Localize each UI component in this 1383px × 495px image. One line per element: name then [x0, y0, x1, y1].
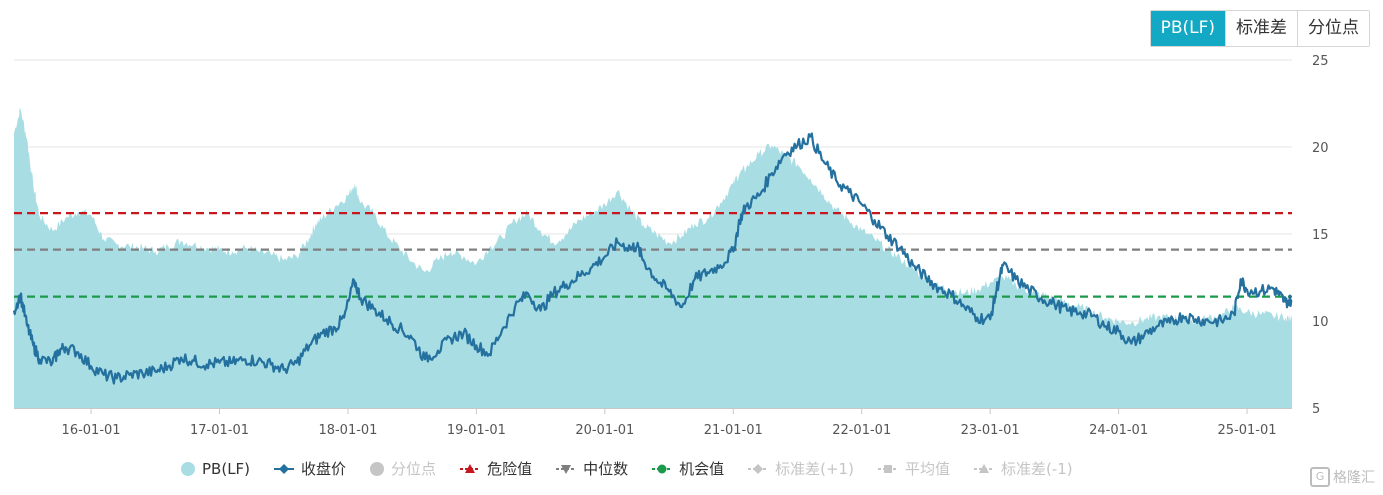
- triangle-line-icon: [460, 463, 481, 473]
- legend-item-std-minus-1[interactable]: 标准差(-1): [973, 458, 1073, 479]
- y-tick-label: 25: [1312, 54, 1329, 69]
- legend-label: 收盘价: [301, 460, 347, 478]
- triangle-down-line-icon: [556, 464, 577, 474]
- legend-item-std-plus-1[interactable]: 标准差(+1): [747, 458, 854, 479]
- y-tick-label: 15: [1312, 228, 1329, 243]
- legend-label: 机会值: [679, 460, 725, 478]
- circle-line-icon: [652, 464, 673, 473]
- diamond-line-icon: [274, 463, 295, 474]
- x-tick-label: 18-01-01: [318, 423, 377, 438]
- legend-label: 危险值: [487, 460, 533, 478]
- tab-std-dev[interactable]: 标准差: [1225, 11, 1297, 46]
- x-tick-label: 22-01-01: [832, 423, 891, 438]
- watermark: G 格隆汇: [1310, 467, 1375, 487]
- legend-item-pb[interactable]: PB(LF): [180, 460, 250, 478]
- tab-pb-lf[interactable]: PB(LF): [1150, 11, 1225, 46]
- x-tick-label: 19-01-01: [447, 423, 506, 438]
- pb-chart: 5 10 15 20 25 16-01-01 17-01-01 18-01-01 19-01-0…: [12, 54, 1329, 438]
- legend-label: PB(LF): [202, 459, 251, 478]
- circle-icon: [181, 461, 195, 476]
- legend-label: 标准差(-1): [1000, 460, 1073, 478]
- x-tick-label: 23-01-01: [961, 423, 1020, 438]
- square-line-icon: [877, 464, 898, 473]
- legend-item-close-price[interactable]: 收盘价: [273, 458, 346, 479]
- metric-tab-group: PB(LF) 标准差 分位点: [1149, 10, 1370, 47]
- legend-label: 平均值: [904, 460, 950, 478]
- legend-item-median[interactable]: 中位数: [555, 458, 628, 479]
- legend-label: 标准差(+1): [775, 460, 854, 478]
- legend-item-danger-value[interactable]: 危险值: [459, 458, 532, 479]
- tab-percentile[interactable]: 分位点: [1297, 11, 1369, 46]
- x-tick-label: 24-01-01: [1089, 423, 1148, 438]
- y-tick-label: 5: [1312, 402, 1320, 417]
- x-tick-label: 20-01-01: [575, 423, 634, 438]
- legend-item-average[interactable]: 平均值: [877, 458, 950, 479]
- watermark-logo-icon: G: [1310, 467, 1330, 487]
- legend-label: 分位点: [391, 460, 437, 478]
- triangle-line-icon: [973, 463, 994, 473]
- x-tick-label: 21-01-01: [704, 423, 763, 438]
- legend-label: 中位数: [583, 460, 629, 478]
- pb-area-series: [14, 107, 1292, 409]
- legend-item-percentile[interactable]: 分位点: [369, 458, 436, 479]
- x-tick-label: 25-01-01: [1218, 423, 1277, 438]
- chart-legend: PB(LF) 收盘价 分位点 危险值 中位数 机会值 标准差(+1) 平均值 标…: [180, 458, 1096, 479]
- legend-item-opportunity-value[interactable]: 机会值: [651, 458, 724, 479]
- watermark-text: 格隆汇: [1333, 470, 1375, 486]
- x-tick-label: 16-01-01: [62, 423, 121, 438]
- y-tick-label: 20: [1312, 141, 1329, 156]
- close-price-line-series: [12, 132, 1293, 385]
- y-tick-label: 10: [1312, 315, 1329, 330]
- circle-icon: [370, 461, 385, 476]
- diamond-line-icon: [748, 463, 769, 474]
- x-tick-label: 17-01-01: [190, 423, 249, 438]
